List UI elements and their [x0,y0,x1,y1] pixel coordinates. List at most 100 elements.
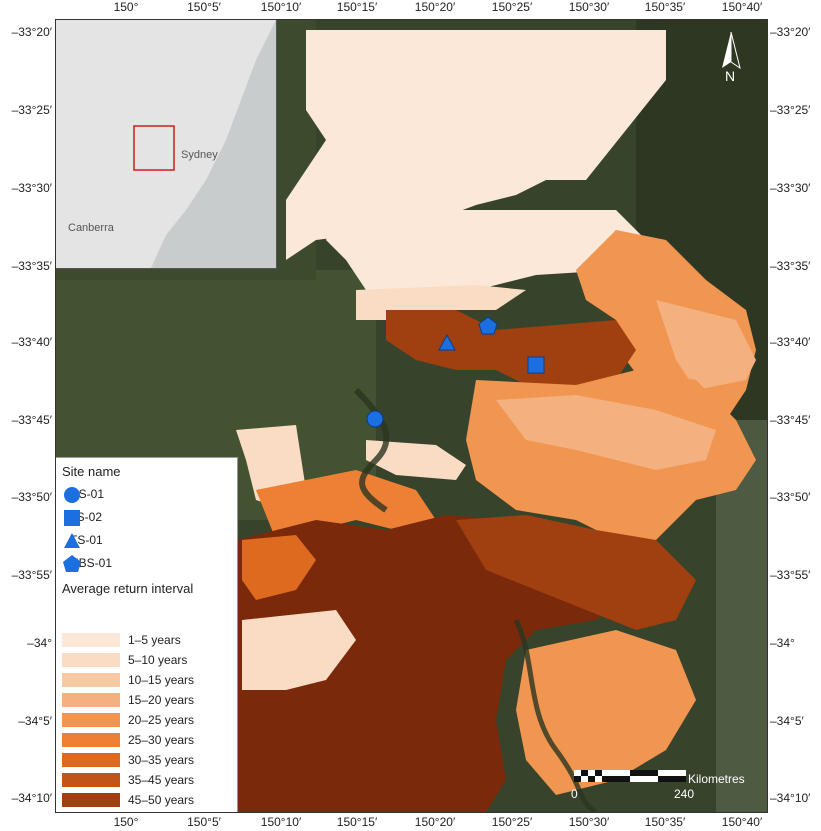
legend-interval-8: 45–50 years [62,791,194,809]
top-tick-8: 150°40′ [721,0,763,14]
scale-unit: Kilometres [688,772,745,786]
legend-interval-2: 10–15 years [62,671,194,689]
legend-interval-title: Average return interval [62,581,194,596]
zone-25-30-years-west [256,470,436,540]
zone-15-20-years-center [496,395,716,470]
legend-interval-9: >50 years [62,811,181,812]
bottom-tick-4: 150°20′ [414,815,456,829]
legend-interval-label: 5–10 years [128,653,188,667]
bottom-tick-7: 150°35′ [644,815,686,829]
scale-bar-graphic [574,770,686,782]
legend-interval-5: 25–30 years [62,731,194,749]
legend-swatch [62,753,120,767]
left-tick-1: –33°25′ [11,103,52,117]
left-tick-7: –33°55′ [11,568,52,582]
inset-svg [56,20,276,268]
top-tick-5: 150°25′ [491,0,533,14]
bottom-tick-1: 150°5′ [187,815,221,829]
legend-interval-label: 35–45 years [128,773,195,787]
legend-swatch [62,693,120,707]
zone-45-50-years-south [456,515,696,630]
zone-5-10-years-strip [366,440,466,480]
left-tick-10: –34°10′ [11,791,52,805]
legend-site-ts-01: TS-01 [62,531,103,549]
right-tick-6: –33°50′ [770,490,811,504]
left-tick-9: –34°5′ [18,714,52,728]
zone-1-5-years [286,30,666,260]
inset-label-canberra: Canberra [68,222,114,234]
bottom-tick-0: 150° [113,815,139,829]
bottom-tick-6: 150°30′ [568,815,610,829]
pentagon-icon [63,555,81,572]
legend-interval-label: 30–35 years [128,753,195,767]
left-tick-2: –33°30′ [11,181,52,195]
left-tick-5: –33°45′ [11,413,52,427]
legend-site-label: UBS-01 [70,556,113,570]
right-tick-7: –33°55′ [770,568,811,582]
north-label: N [725,68,736,84]
legend-swatch [62,733,120,747]
legend-swatch [62,793,120,807]
legend-swatch [62,633,120,647]
right-tick-3: –33°35′ [770,259,811,273]
legend-site-title: Site name [62,464,121,479]
top-tick-6: 150°30′ [568,0,610,14]
zone-1-5-years-south [326,210,656,295]
right-tick-2: –33°30′ [770,181,811,195]
triangle-icon [64,533,80,548]
inset-label-sydney: Sydney [181,149,218,161]
legend-interval-label: 10–15 years [128,673,195,687]
right-tick-9: –34°5′ [770,714,804,728]
top-tick-3: 150°15′ [336,0,378,14]
right-tick-5: –33°45′ [770,413,811,427]
fire-map [56,20,767,812]
left-tick-4: –33°40′ [11,335,52,349]
left-tick-3: –33°35′ [11,259,52,273]
square-icon [64,510,80,526]
right-tick-4: –33°40′ [770,335,811,349]
legend-interval-3: 15–20 years [62,691,194,709]
river-valley-south [513,618,598,812]
bottom-tick-5: 150°25′ [491,815,533,829]
scale-bar: 0 240 Kilometres [571,770,767,810]
north-arrow-icon [722,31,741,70]
legend-swatch [62,713,120,727]
legend-interval-label: 25–30 years [128,733,195,747]
legend-swatch [62,653,120,667]
left-tick-0: –33°20′ [11,25,52,39]
legend-interval-4: 20–25 years [62,711,194,729]
site-ts-01-marker [438,333,456,351]
map-legend: Site name CS-01 LS-02 TS-01 UBS-01 Average … [56,457,238,812]
legend-interval-0: 1–5 years [62,631,181,649]
legend-interval-label: 1–5 years [128,633,181,647]
inset-study-area-box [133,125,175,171]
right-tick-0: –33°20′ [770,25,811,39]
legend-interval-7: 35–45 years [62,771,194,789]
zone-45-50-years-center [386,310,636,390]
right-tick-8: –34° [770,636,795,650]
map-frame[interactable]: Sydney Canberra Site name CS-01 LS-02 TS-0… [55,19,768,813]
zone-15-20-years-northeast [656,300,756,390]
bottom-tick-3: 150°15′ [336,815,378,829]
legend-swatch [62,773,120,787]
scale-end: 240 [674,787,695,801]
left-tick-6: –33°50′ [11,490,52,504]
site-ls-02-marker [527,356,545,374]
site-cs-01-marker [366,410,384,428]
zone-30-35-years-southwest [242,535,316,600]
top-tick-4: 150°20′ [414,0,456,14]
bottom-tick-8: 150°40′ [721,815,763,829]
site-ubs-01-marker [478,316,498,335]
legend-interval-label: 15–20 years [128,693,195,707]
north-arrow: N [716,30,746,88]
legend-interval-1: 5–10 years [62,651,187,669]
top-tick-0: 150° [113,0,139,14]
legend-interval-6: 30–35 years [62,751,194,769]
inset-overview-map: Sydney Canberra [56,20,277,269]
inset-ocean [151,20,276,268]
right-tick-10: –34°10′ [770,791,811,805]
legend-interval-label: 20–25 years [128,713,195,727]
legend-site-cs-01: CS-01 [62,485,104,503]
left-tick-8: –34° [27,636,52,650]
right-tick-1: –33°25′ [770,103,811,117]
